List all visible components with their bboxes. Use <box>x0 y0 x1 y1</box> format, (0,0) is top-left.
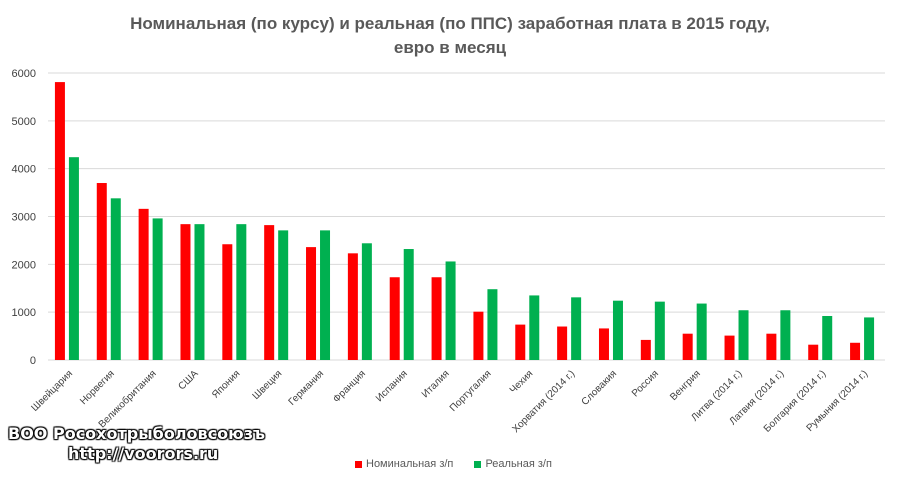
bar-nominal <box>640 339 651 360</box>
x-tick-label: Чехия <box>508 368 536 396</box>
bar-nominal <box>431 277 442 360</box>
y-tick-label: 0 <box>30 355 36 367</box>
bar-real <box>194 224 205 360</box>
bar-nominal <box>138 208 149 360</box>
bar-nominal <box>473 311 484 360</box>
bar-nominal <box>724 335 735 360</box>
chart-title: Номинальная (по курсу) и реальная (по ПП… <box>0 12 900 60</box>
legend: Номинальная з/п Реальная з/п <box>355 458 570 470</box>
x-tick-label: Германия <box>287 368 326 407</box>
legend-swatch-real <box>474 460 482 468</box>
bar-nominal <box>306 247 317 360</box>
y-tick-label: 1000 <box>12 307 36 319</box>
bar-real <box>403 249 414 360</box>
bar-nominal <box>557 326 568 360</box>
bar-real <box>738 310 749 360</box>
bar-real <box>864 317 875 360</box>
bar-real <box>445 261 456 360</box>
chart-title-line2: евро в месяц <box>393 38 507 57</box>
chart-title-line1: Номинальная (по курсу) и реальная (по ПП… <box>130 14 770 33</box>
bar-nominal <box>850 342 861 360</box>
bar-real <box>68 157 79 360</box>
x-tick-label: Франция <box>331 368 368 405</box>
bar-real <box>654 301 665 360</box>
watermark-org: ВОО Росохотрыболовсоюзъ <box>8 424 266 443</box>
bar-nominal <box>515 324 526 360</box>
bar-real <box>612 300 623 360</box>
y-axis-ticks: 0 1000 2000 3000 4000 5000 6000 <box>12 68 36 367</box>
x-tick-label: Португалия <box>448 368 494 414</box>
x-tick-label: Россия <box>630 368 661 399</box>
bar-nominal <box>808 344 819 360</box>
bar-nominal <box>347 253 358 360</box>
y-tick-label: 6000 <box>12 68 36 80</box>
bar-real <box>361 243 372 360</box>
legend-label-nominal: Номинальная з/п <box>366 458 454 470</box>
bar-real <box>529 295 540 360</box>
legend-item-nominal: Номинальная з/п <box>355 458 453 470</box>
bar-real <box>110 198 121 360</box>
gridlines <box>48 72 885 361</box>
bar-real <box>320 230 331 360</box>
bar-nominal <box>222 244 233 360</box>
x-tick-label: Венгрия <box>668 368 703 403</box>
bar-real <box>487 289 498 360</box>
bar-real <box>278 230 289 360</box>
y-tick-label: 2000 <box>12 259 36 271</box>
x-tick-label: Швеция <box>251 368 285 402</box>
bar-nominal <box>180 224 191 360</box>
bar-real <box>696 303 707 360</box>
y-tick-label: 4000 <box>12 164 36 176</box>
watermark: ВОО Росохотрыболовсоюзъ http://voorors.r… <box>8 424 265 464</box>
bars <box>54 82 875 361</box>
watermark-url: http://voorors.ru <box>68 444 219 463</box>
bar-nominal <box>389 277 400 360</box>
bar-nominal <box>96 183 107 360</box>
y-tick-label: 3000 <box>12 212 36 224</box>
bar-real <box>152 218 163 360</box>
x-tick-label: Словакия <box>580 368 620 408</box>
bar-real <box>822 315 833 360</box>
bar-real <box>571 297 582 360</box>
legend-item-real: Реальная з/п <box>474 458 552 470</box>
bar-nominal <box>54 82 65 361</box>
x-tick-label: Норвегия <box>78 368 117 407</box>
y-tick-label: 5000 <box>12 116 36 128</box>
x-tick-label: Испания <box>374 368 410 404</box>
x-tick-label: Италия <box>420 368 452 400</box>
bar-real <box>780 310 791 360</box>
x-tick-label: Япония <box>210 368 242 400</box>
bar-nominal <box>264 225 275 360</box>
x-tick-label: США <box>177 368 201 392</box>
bar-nominal <box>682 333 693 360</box>
legend-swatch-nominal <box>355 460 362 468</box>
legend-label-real: Реальная з/п <box>485 458 552 470</box>
x-tick-label: Швейцария <box>30 368 76 414</box>
bar-nominal <box>598 328 609 360</box>
bar-real <box>236 224 247 360</box>
bar-nominal <box>766 333 777 360</box>
